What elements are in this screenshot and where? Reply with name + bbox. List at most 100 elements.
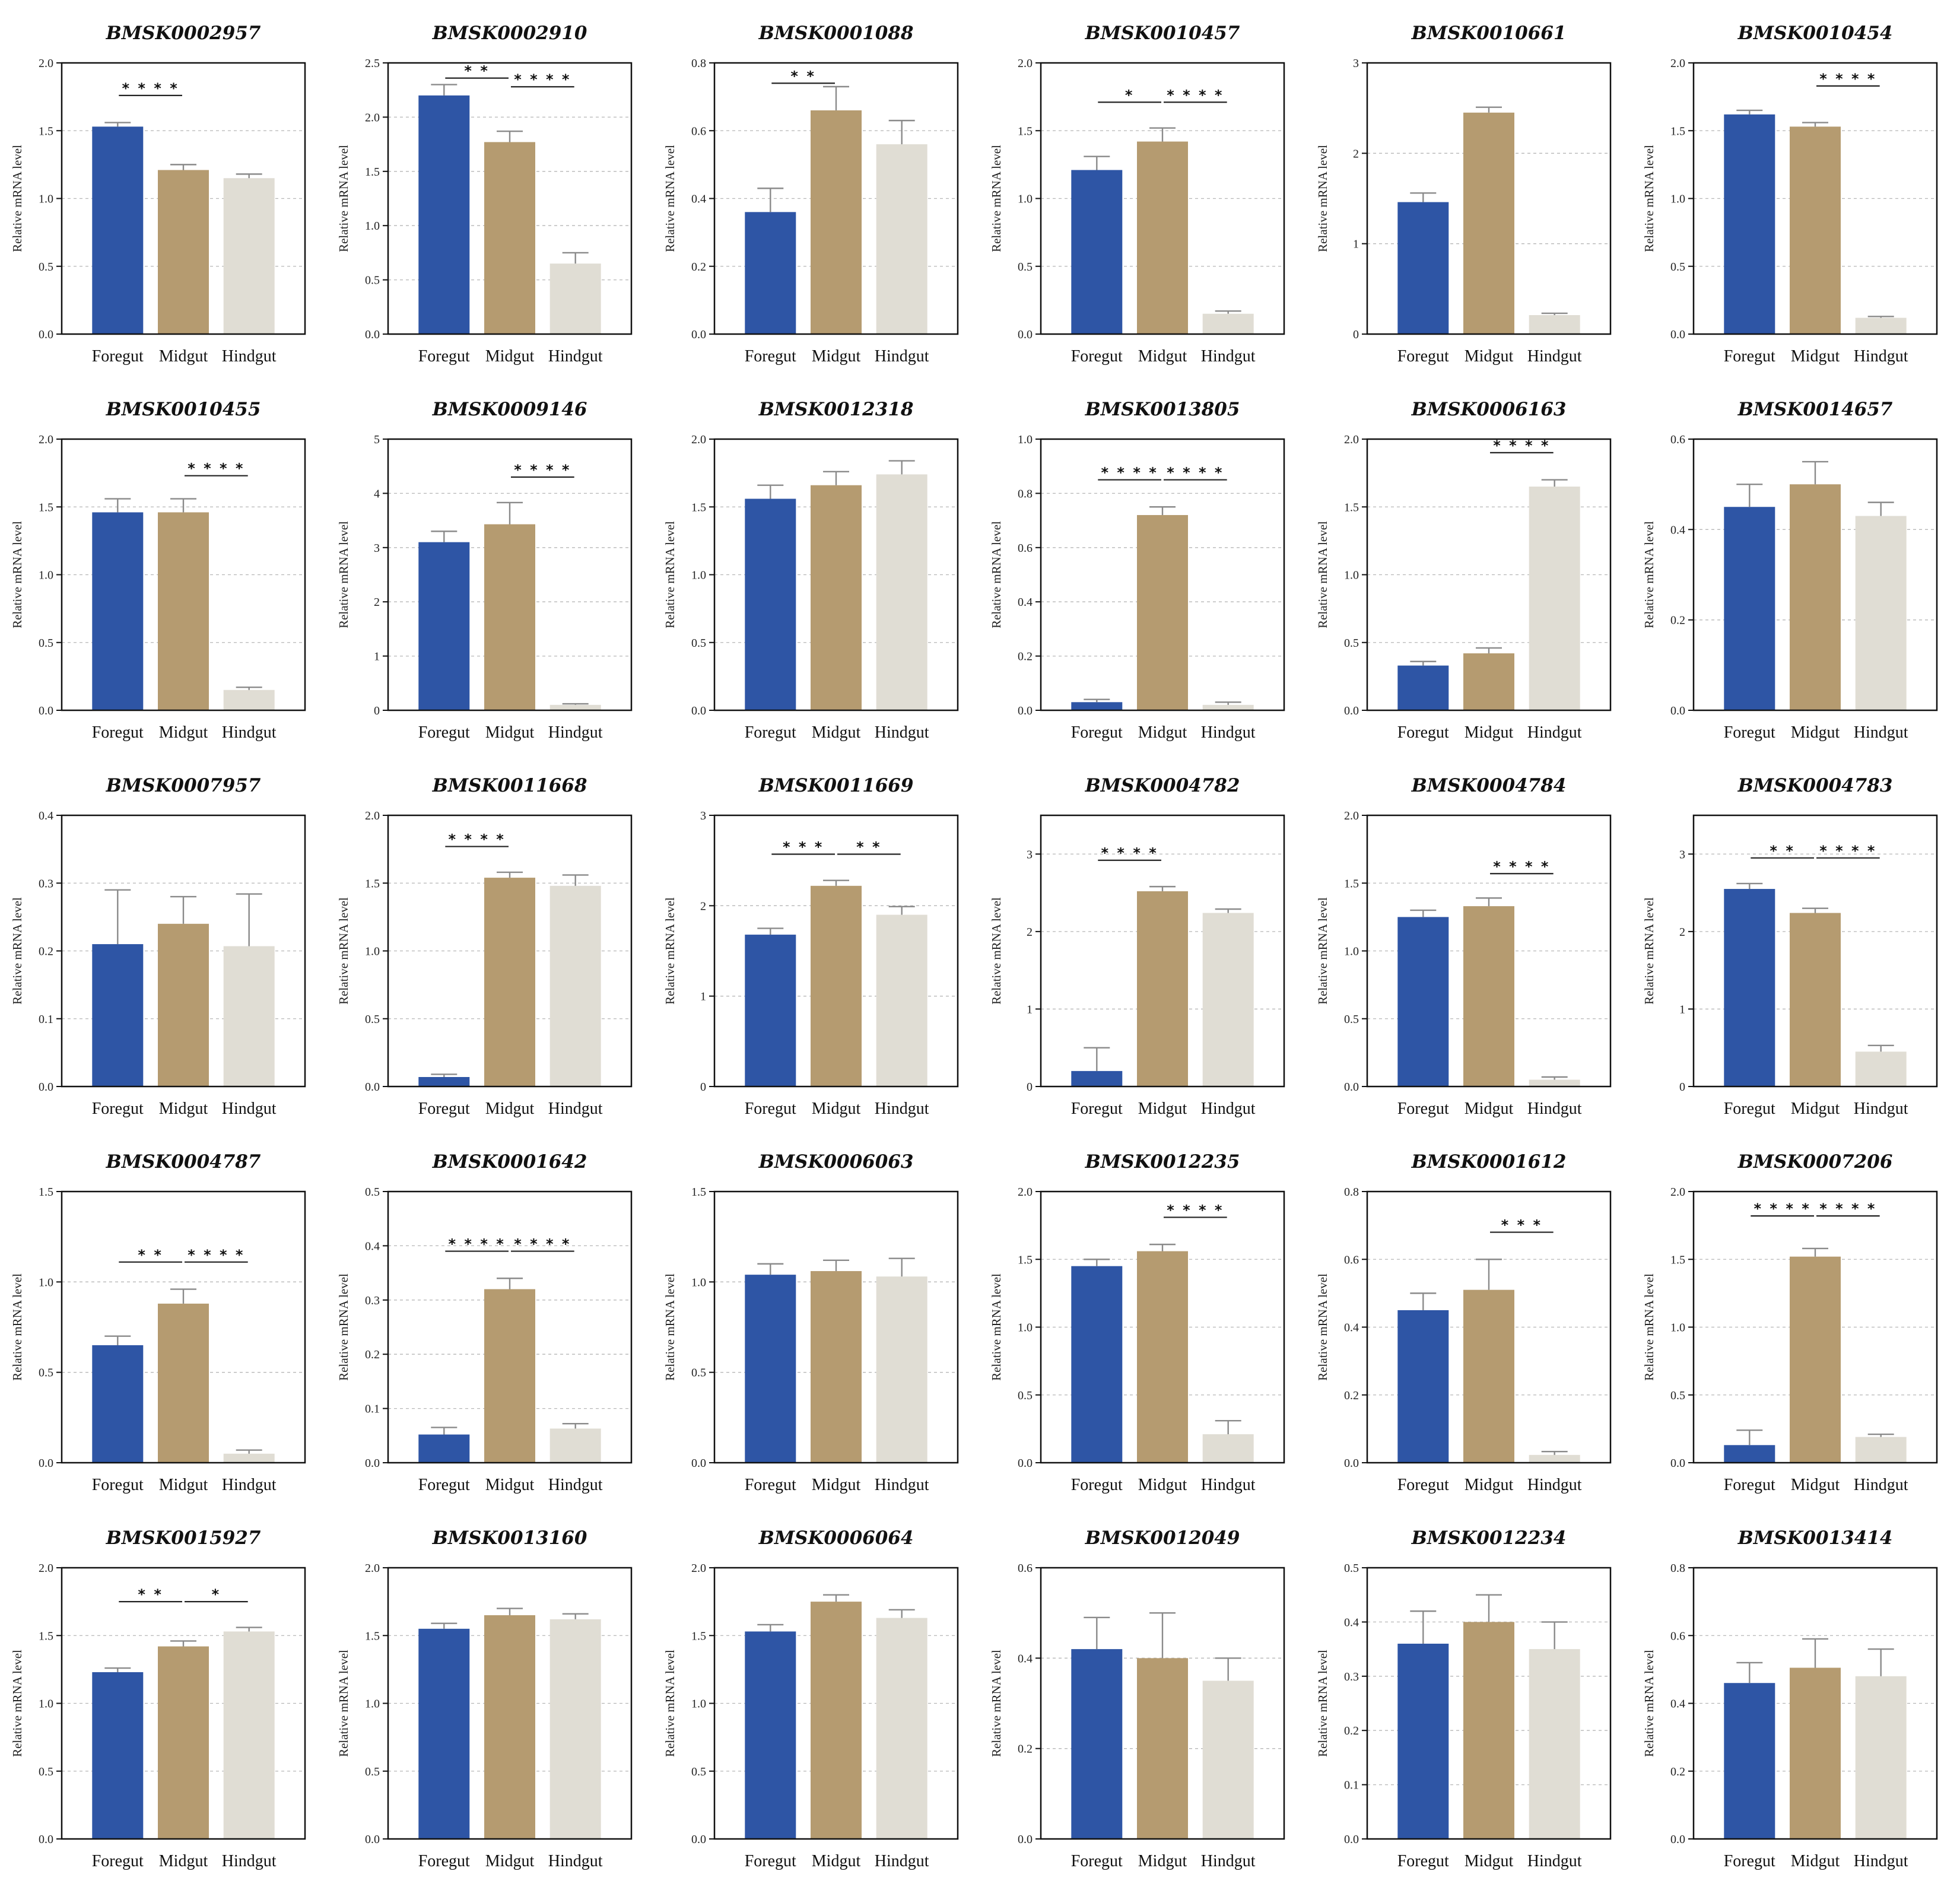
chart-bmsk0010457-title: BMSK0010457 [1085,23,1240,44]
chart-bmsk0006163-bar-hindgut [1529,486,1580,710]
chart-bmsk0001642-ytick-label: 0.1 [365,1403,380,1416]
chart-bmsk0013805-bar-midgut [1137,514,1188,710]
chart-bmsk0006063-errorbar-hindgut [888,1257,915,1277]
chart-bmsk0007957-ytick-label: 0.4 [39,809,53,822]
chart-bmsk0004787-ytick-label: 1.5 [39,1186,53,1199]
chart-bmsk0010661-ytick-label: 0 [1353,328,1359,341]
chart-bmsk0004782-bar-midgut [1137,891,1188,1087]
chart-bmsk0015927-ytick-label: 0.0 [39,1833,53,1846]
chart-bmsk0004784-errorbar-foregut [1410,909,1437,917]
chart-bmsk0012234-ytick-label: 0.1 [1344,1779,1359,1792]
chart-bmsk0009146-xtick-label: Foregut [418,723,470,742]
chart-bmsk0012049-axes-frame [1040,1567,1285,1840]
chart-bmsk0001088-ytick-label: 0.8 [691,57,706,70]
chart-bmsk0002957-axes-frame [61,62,306,335]
chart-bmsk0012235-title: BMSK0012235 [1085,1151,1240,1173]
chart-bmsk0010661-ytick-label: 1 [1353,238,1359,251]
chart-bmsk0013160-xtick-label: Midgut [485,1852,535,1870]
chart-bmsk0004782-errorbar-foregut [1084,1047,1110,1071]
svg-text:* *: * * [790,68,815,84]
chart-bmsk0007957-panel: BMSK0007957 0.0 0.1 0.2 0.3 0.4 Foregut Midgut H… [10,775,306,1118]
chart-bmsk0001612-ytick-label: 0.6 [1344,1253,1359,1266]
chart-bmsk0009146-ytick-label: 0 [374,704,380,717]
chart-bmsk0006063-errorbar-midgut [823,1259,849,1272]
chart-bmsk0004782-xtick-label: Foregut [1071,1100,1123,1118]
chart-bmsk0012318-bar-midgut [811,485,862,710]
chart-bmsk0004787-significance: * * [119,1247,182,1263]
chart-bmsk0014657-ytick-label: 0.4 [1670,523,1685,536]
chart-bmsk0010455-ytick-label: 2.0 [39,433,53,446]
chart-bmsk0013805-significance: * * * * [1164,465,1227,481]
chart-bmsk0009146-xtick-label: Hindgut [548,723,603,742]
chart-bmsk0010661-bar-foregut [1397,202,1449,334]
chart-bmsk0012234-ylabel: Relative mRNA level [1316,1650,1330,1757]
chart-bmsk0012049-xtick-label: Foregut [1071,1852,1123,1870]
chart-bmsk0004782-errorbar-hindgut [1215,908,1241,913]
chart-bmsk0006064-errorbar-midgut [823,1594,849,1602]
chart-bmsk0013160-xtick-label: Foregut [418,1852,470,1870]
chart-bmsk0004784-xtick-label: Midgut [1465,1100,1514,1118]
chart-bmsk0010661-bar-midgut [1463,112,1514,335]
chart-bmsk0012318-xtick-label: Hindgut [875,723,929,742]
chart-bmsk0007957-axes-frame [61,814,306,1088]
chart-bmsk0009146-ytick-label: 4 [374,487,380,500]
chart-bmsk0006064-ytick-label: 0.5 [691,1765,706,1778]
chart-bmsk0013414-bar-hindgut [1855,1676,1907,1839]
chart-bmsk0002910-xtick-label: Midgut [485,347,535,366]
chart-bmsk0010457-errorbar-foregut [1084,155,1110,170]
chart-bmsk0013805-xtick-label: Foregut [1071,723,1123,742]
chart-bmsk0012235-xtick-label: Midgut [1138,1476,1187,1494]
chart-bmsk0006064-bar-midgut [811,1602,862,1839]
chart-bmsk0004787-title: BMSK0004787 [106,1151,261,1173]
chart-bmsk0010455-ytick-label: 0.0 [39,704,53,717]
chart-bmsk0010454-xtick-label: Midgut [1791,347,1840,366]
chart-bmsk0013414-errorbar-foregut [1736,1662,1763,1683]
chart-bmsk0010455-bar-foregut [92,512,144,710]
chart-bmsk0004784-xtick-label: Foregut [1397,1100,1449,1118]
chart-bmsk0001612-bar-hindgut [1529,1454,1580,1463]
chart-bmsk0014657-errorbar-foregut [1736,483,1763,507]
chart-bmsk0013414-axes-frame [1692,1567,1938,1840]
chart-bmsk0001642-bar-hindgut [549,1428,601,1463]
chart-bmsk0002910-xtick-label: Foregut [418,347,470,366]
chart-bmsk0010454-significance: * * * * [1816,71,1880,87]
svg-text:* * * *: * * * * [1754,1200,1811,1217]
chart-bmsk0010455-errorbar-hindgut [236,686,262,690]
chart-bmsk0001612-significance: * * * [1490,1217,1554,1234]
chart-bmsk0006064-axes-frame [713,1567,959,1840]
chart-bmsk0009146-ylabel: Relative mRNA level [336,521,351,628]
chart-bmsk0013414-ytick-label: 0.2 [1670,1765,1685,1778]
chart-bmsk0006163-bar-foregut [1397,665,1449,710]
chart-bmsk0001642-ytick-label: 0.4 [365,1240,380,1253]
chart-bmsk0010457-ylabel: Relative mRNA level [989,145,1003,252]
chart-bmsk0010454-ytick-label: 0.5 [1670,261,1685,274]
chart-bmsk0012235-xtick-label: Hindgut [1201,1476,1256,1494]
chart-bmsk0011668-errorbar-midgut [497,871,523,878]
svg-text:* * * *: * * * * [1493,437,1550,454]
chart-bmsk0011669-significance: * * * [771,839,835,856]
chart-bmsk0009146-bar-foregut [418,542,470,710]
chart-bmsk0004784-ytick-label: 1.5 [1344,877,1359,890]
chart-bmsk0011669-xtick-label: Foregut [745,1100,796,1118]
chart-bmsk0004787-errorbar-hindgut [236,1449,262,1454]
chart-bmsk0006063-bar-midgut [811,1271,862,1463]
chart-bmsk0004783-xtick-label: Midgut [1791,1100,1840,1118]
chart-bmsk0006064-ytick-label: 1.0 [691,1698,706,1711]
chart-bmsk0007206-bar-midgut [1790,1256,1841,1463]
chart-bmsk0007206-title: BMSK0007206 [1737,1151,1893,1173]
chart-bmsk0002957-significance: * * * * [119,80,182,97]
chart-bmsk0004787-ytick-label: 0.0 [39,1457,53,1470]
chart-bmsk0002957-xtick-label: Foregut [92,347,144,366]
chart-bmsk0013160-errorbar-hindgut [562,1613,589,1619]
chart-bmsk0006163-ylabel: Relative mRNA level [1316,521,1330,628]
chart-bmsk0011669-bar-midgut [811,885,862,1087]
chart-bmsk0010454-axes-frame [1692,62,1938,335]
chart-bmsk0006064-ytick-label: 0.0 [691,1833,706,1846]
chart-bmsk0012234-panel: BMSK0012234 0.0 0.1 0.2 0.3 0.4 0.5 Foregut Midg… [1316,1527,1612,1870]
svg-text:* * * *: * * * * [449,831,506,848]
chart-bmsk0011668-xtick-label: Foregut [418,1100,470,1118]
chart-bmsk0011669-ytick-label: 0 [700,1081,706,1094]
chart-bmsk0007957-ylabel: Relative mRNA level [10,897,24,1005]
chart-bmsk0011669-bar-foregut [745,935,796,1087]
chart-bmsk0001088-bar-foregut [745,212,796,334]
